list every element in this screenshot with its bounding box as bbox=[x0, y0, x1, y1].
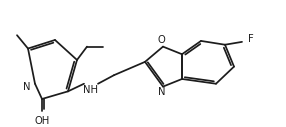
Text: NH: NH bbox=[84, 85, 98, 95]
Text: O: O bbox=[157, 35, 165, 45]
Text: N: N bbox=[158, 87, 166, 97]
Text: OH: OH bbox=[34, 116, 50, 126]
Text: N: N bbox=[23, 82, 31, 92]
Text: F: F bbox=[248, 34, 254, 44]
